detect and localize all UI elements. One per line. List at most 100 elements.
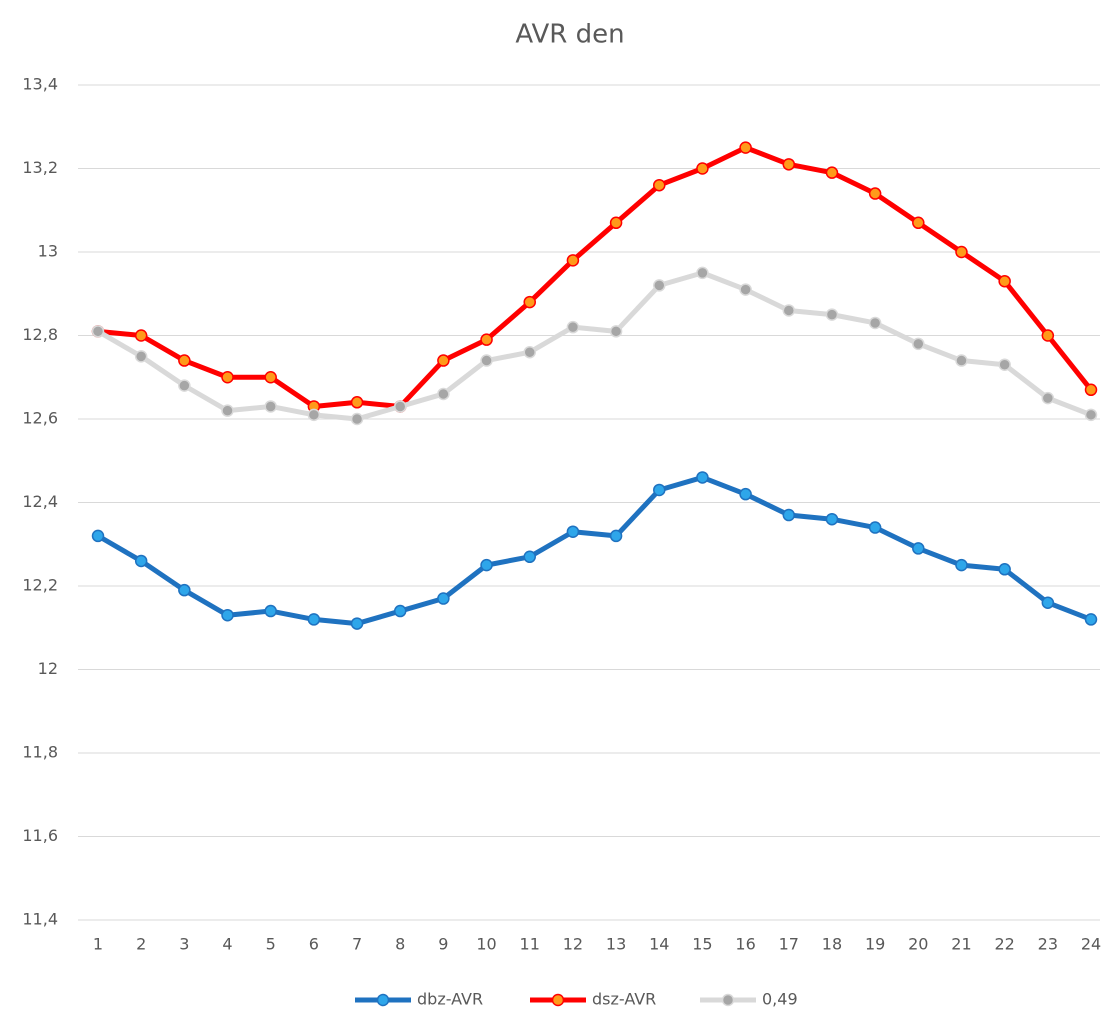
x-tick-label: 24 — [1081, 935, 1101, 954]
marker — [437, 354, 450, 367]
marker — [653, 178, 666, 192]
y-tick-label: 13 — [38, 242, 58, 261]
x-tick-label: 16 — [735, 935, 755, 954]
x-tick-label: 1 — [93, 935, 103, 954]
marker — [739, 283, 752, 296]
x-tick-label: 18 — [822, 935, 842, 954]
x-tick-label: 22 — [994, 935, 1014, 954]
marker — [653, 483, 666, 497]
x-tick-label: 14 — [649, 935, 669, 954]
marker — [178, 354, 191, 367]
y-tick-label: 13,2 — [22, 158, 58, 177]
x-tick-label: 23 — [1038, 935, 1058, 954]
marker — [134, 554, 148, 568]
x-tick-label: 17 — [779, 935, 799, 954]
y-tick-label: 12,4 — [22, 492, 58, 511]
marker — [955, 245, 968, 259]
x-tick-label: 10 — [476, 935, 496, 954]
marker — [825, 166, 839, 179]
marker — [178, 379, 191, 392]
marker — [523, 345, 536, 359]
y-tick-label: 12,6 — [22, 409, 58, 428]
marker — [264, 371, 277, 384]
y-tick-label: 13,4 — [22, 75, 58, 94]
marker — [91, 529, 105, 543]
legend-marker — [551, 993, 565, 1007]
legend-marker — [721, 993, 735, 1007]
marker — [782, 304, 796, 317]
marker — [307, 613, 321, 626]
x-tick-label: 6 — [309, 935, 319, 954]
x-tick-label: 19 — [865, 935, 885, 954]
legend-label: dbz-AVR — [417, 990, 483, 1009]
marker — [1041, 329, 1055, 342]
x-tick-label: 11 — [520, 935, 540, 954]
marker — [221, 371, 234, 384]
marker — [221, 404, 234, 417]
y-tick-label: 11,8 — [22, 743, 58, 762]
marker — [1084, 613, 1098, 626]
marker — [1041, 596, 1055, 609]
marker — [134, 350, 148, 363]
marker — [566, 525, 580, 538]
marker — [868, 316, 882, 330]
marker — [307, 408, 321, 422]
legend-label: dsz-AVR — [592, 990, 656, 1009]
series-line — [96, 474, 1092, 627]
marker — [868, 187, 882, 200]
marker — [350, 412, 364, 426]
y-tick-label: 12,2 — [22, 576, 58, 595]
marker — [134, 329, 148, 342]
x-tick-label: 4 — [222, 935, 232, 954]
marker — [480, 333, 493, 346]
marker — [825, 512, 839, 526]
x-tick-label: 8 — [395, 935, 405, 954]
marker — [437, 387, 450, 401]
y-tick-label: 12 — [38, 659, 58, 678]
marker — [480, 354, 493, 367]
marker — [955, 558, 968, 572]
marker — [523, 295, 536, 309]
x-tick-label: 13 — [606, 935, 626, 954]
x-tick-label: 7 — [352, 935, 362, 954]
marker — [523, 550, 536, 564]
marker — [912, 216, 925, 230]
marker — [696, 471, 709, 484]
marker — [91, 325, 105, 338]
legend-marker — [376, 993, 390, 1007]
marker — [566, 254, 580, 267]
marker — [350, 617, 364, 630]
marker — [350, 396, 364, 409]
marker — [178, 583, 191, 597]
marker — [264, 400, 277, 413]
y-tick-label: 11,4 — [22, 910, 58, 929]
marker — [782, 158, 796, 171]
marker — [912, 337, 925, 351]
marker — [782, 508, 796, 522]
y-tick-label: 12,8 — [22, 325, 58, 344]
x-tick-label: 5 — [266, 935, 276, 954]
marker — [480, 558, 493, 572]
marker — [393, 604, 407, 618]
marker — [609, 529, 623, 543]
marker — [955, 354, 968, 367]
marker — [998, 274, 1011, 288]
y-tick-label: 11,6 — [22, 826, 58, 845]
marker — [221, 608, 234, 622]
marker — [264, 604, 277, 618]
x-tick-label: 12 — [563, 935, 583, 954]
series-line — [97, 145, 1093, 409]
marker — [739, 141, 752, 154]
x-tick-label: 2 — [136, 935, 146, 954]
marker — [696, 162, 709, 175]
marker — [393, 400, 407, 413]
chart-title: AVR den — [515, 20, 624, 50]
marker — [1084, 408, 1098, 422]
legend-label: 0,49 — [762, 990, 798, 1009]
marker — [437, 592, 450, 605]
marker — [868, 521, 882, 534]
x-tick-label: 3 — [179, 935, 189, 954]
series-line — [96, 270, 1092, 422]
marker — [998, 358, 1011, 371]
